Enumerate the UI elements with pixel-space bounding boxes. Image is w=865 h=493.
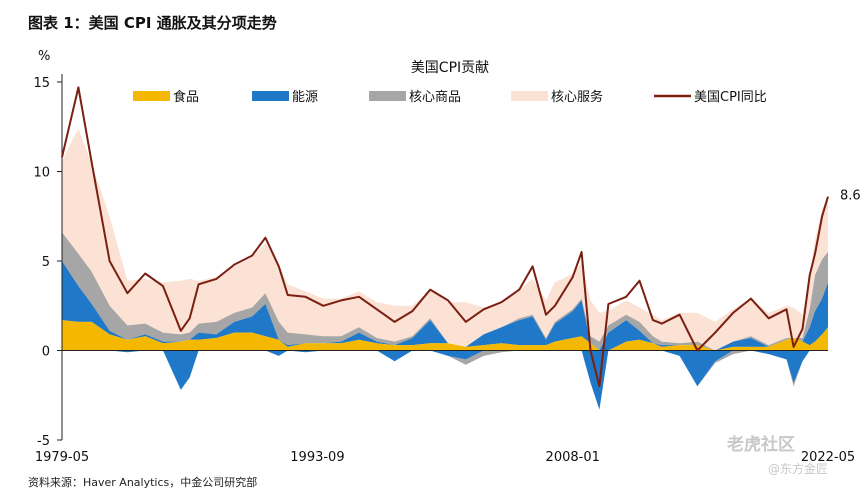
legend-core-goods-swatch: [369, 91, 406, 101]
legend-energy-label: 能源: [292, 90, 318, 105]
y-tick-label: 15: [33, 76, 50, 91]
y-tick-label: 0: [42, 345, 50, 360]
y-tick-label: 5: [42, 255, 50, 270]
chart-title: 美国CPI贡献: [411, 60, 489, 76]
figure-title: 图表 1：美国 CPI 通胀及其分项走势: [28, 14, 277, 32]
legend: 食品 能源 核心商品 核心服务 美国CPI同比: [133, 89, 767, 105]
legend-core-services-swatch: [511, 91, 548, 101]
x-tick-label: 2008-01: [546, 450, 600, 465]
legend-headline-label: 美国CPI同比: [694, 90, 767, 105]
energy-area: [62, 261, 828, 410]
headline-line-layer: 8.6: [61, 86, 861, 388]
source-note: 资料来源：Haver Analytics，中金公司研究部: [28, 476, 258, 489]
end-value-label: 8.6: [840, 189, 861, 204]
y-tick-label: 10: [33, 166, 50, 181]
legend-food-swatch: [133, 91, 170, 101]
legend-energy-swatch: [252, 91, 289, 101]
food-area: [62, 320, 828, 351]
headline-cpi-line: [61, 86, 829, 388]
x-tick-label: 1993-09: [290, 450, 344, 465]
legend-food-label: 食品: [173, 89, 199, 105]
y-tick-label: -5: [37, 434, 50, 449]
legend-core-services-label: 核心服务: [551, 89, 603, 105]
x-tick-label: 1979-05: [35, 450, 89, 465]
axes: -5 0 5 10 15 1979-05 1993-09 2008-01 2022-05: [33, 74, 855, 465]
legend-core-goods-label: 核心商品: [409, 90, 461, 105]
cpi-contribution-chart: 美国CPI贡献 % 食品 能源 核心商品 核心服务 美国CPI同比 -5 0 5 10 15 19…: [33, 49, 861, 465]
x-tick-label: 2022-05: [801, 450, 855, 465]
y-axis-unit: %: [38, 49, 50, 64]
watermark-handle: @东方金匠: [768, 462, 829, 476]
stacked-areas: [62, 128, 828, 410]
watermark-text: 老虎社区: [727, 435, 795, 455]
